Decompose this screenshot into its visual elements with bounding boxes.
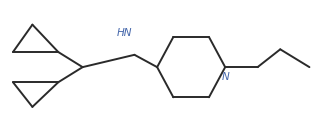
Text: HN: HN — [117, 28, 133, 38]
Text: N: N — [221, 72, 229, 82]
